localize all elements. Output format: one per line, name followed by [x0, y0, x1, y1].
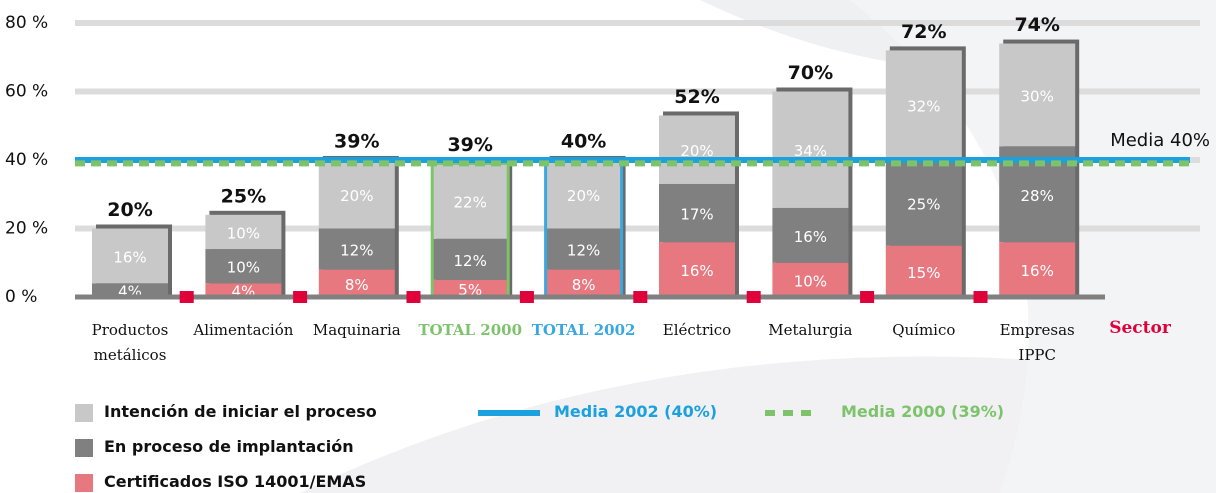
value-label: 20% — [567, 187, 600, 205]
bar-segment — [659, 242, 735, 297]
bar-segment — [772, 207, 849, 263]
bar-segment — [659, 183, 735, 243]
bar-segment — [772, 262, 849, 297]
value-label: 22% — [454, 194, 487, 212]
value-label: 12% — [454, 252, 487, 270]
value-label: 10% — [794, 272, 827, 290]
total-label: 40% — [561, 131, 606, 153]
x-tick-label: Eléctrico — [662, 321, 732, 339]
value-label: 8% — [572, 276, 596, 294]
legend-swatch — [75, 404, 93, 422]
value-label: 17% — [680, 206, 713, 224]
x-tick-label: TOTAL 2000 — [418, 321, 523, 339]
total-label: 39% — [334, 131, 379, 153]
value-label: 32% — [907, 98, 940, 116]
value-label: 20% — [680, 142, 713, 160]
axis-marker — [746, 291, 761, 303]
x-tick-label: Productos metálicos — [91, 321, 169, 364]
background-swoosh — [300, 356, 1216, 493]
total-label: 20% — [107, 199, 152, 221]
x-axis-label: Sector — [1109, 318, 1171, 338]
x-tick-label: Metalurgia — [768, 321, 853, 339]
legend-label: Intención de iniciar el proceso — [104, 402, 377, 421]
value-label: 12% — [567, 242, 600, 260]
bar-segment — [205, 283, 282, 297]
value-label: 10% — [227, 224, 260, 242]
y-tick-label: 20 % — [5, 219, 48, 239]
value-label: 16% — [794, 228, 827, 246]
legend-swatch — [75, 439, 93, 457]
value-label: 16% — [1021, 262, 1054, 280]
axis-marker — [633, 291, 648, 303]
bar-segment — [205, 214, 282, 250]
bar-segment — [432, 238, 509, 280]
bar-segment — [772, 91, 849, 208]
x-tick-label: Empresas IPPC — [999, 321, 1075, 364]
bar-segment — [545, 228, 622, 270]
value-label: 20% — [340, 187, 373, 205]
bar-segment — [318, 228, 395, 270]
bar-segment — [545, 160, 622, 229]
legend-label: Media 2000 (39%) — [841, 402, 1005, 421]
y-tick-label: 60 % — [5, 82, 48, 102]
bar-segment — [885, 160, 962, 246]
value-label: 16% — [680, 262, 713, 280]
bar-segment — [999, 242, 1076, 297]
value-label: 15% — [907, 264, 940, 282]
x-tick-label: Alimentación — [193, 321, 294, 339]
x-tick-label: Maquinaria — [312, 321, 401, 339]
bar-segment — [659, 115, 735, 184]
bar-segment — [318, 160, 395, 229]
annotation: Media 40% — [1110, 130, 1210, 151]
legend-swatch — [75, 474, 93, 492]
legend-label: Certificados ISO 14001/EMAS — [104, 472, 367, 491]
bar-segment — [318, 269, 395, 297]
bar-segment — [999, 43, 1076, 147]
axis-marker — [860, 291, 875, 303]
total-label: 52% — [674, 86, 719, 108]
bar-segment — [432, 279, 509, 297]
value-label: 5% — [458, 281, 482, 299]
value-label: 10% — [227, 259, 260, 277]
bar-segment — [432, 163, 509, 239]
value-label: 30% — [1021, 87, 1054, 105]
value-label: 28% — [1021, 187, 1054, 205]
total-label: 39% — [447, 134, 492, 156]
value-label: 34% — [794, 142, 827, 160]
total-label: 25% — [221, 185, 266, 207]
legend-label: Media 2002 (40%) — [554, 402, 718, 421]
value-label: 25% — [907, 195, 940, 213]
value-label: 8% — [345, 276, 369, 294]
axis-marker — [406, 291, 421, 303]
bar-segment — [92, 283, 168, 297]
bar-segment — [885, 245, 962, 297]
x-tick-label: Químico — [892, 321, 956, 339]
total-label: 74% — [1014, 14, 1059, 36]
y-tick-label: 80 % — [5, 13, 48, 33]
bar-segment — [205, 249, 282, 284]
bar-segment — [545, 269, 622, 297]
axis-marker — [179, 291, 194, 303]
total-label: 70% — [788, 62, 833, 84]
x-tick-label: TOTAL 2002 — [531, 321, 636, 339]
legend-label: En proceso de implantación — [104, 437, 354, 456]
y-tick-label: 0 % — [5, 287, 37, 307]
axis-marker — [293, 291, 308, 303]
y-tick-label: 40 % — [5, 150, 48, 170]
axis-marker — [973, 291, 988, 303]
value-label: 12% — [340, 242, 373, 260]
total-label: 72% — [901, 21, 946, 43]
bar-segment — [92, 228, 168, 284]
value-label: 16% — [113, 248, 146, 266]
bar-segment — [885, 50, 962, 160]
axis-marker — [519, 291, 534, 303]
